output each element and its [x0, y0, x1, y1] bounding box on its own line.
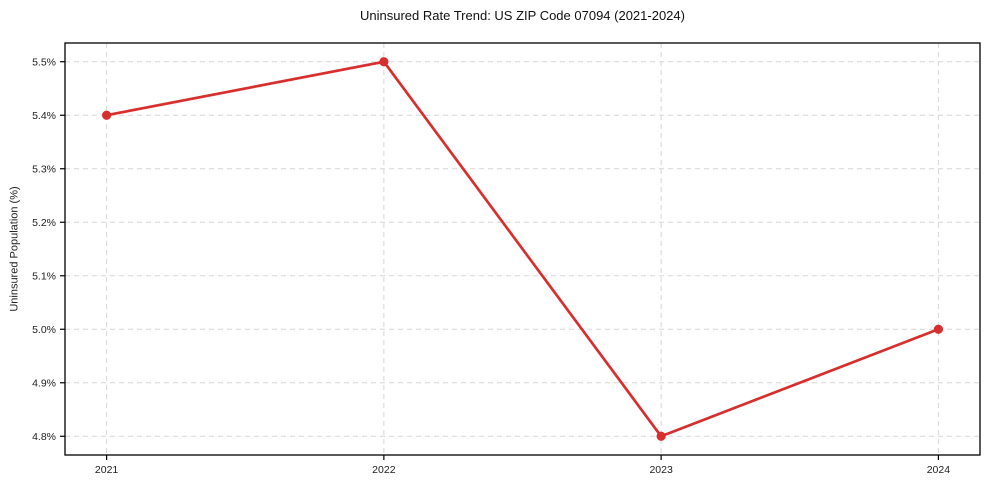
x-tick-label: 2024: [927, 464, 951, 476]
y-tick-label: 5.3%: [32, 164, 56, 176]
data-point-marker: [101, 110, 112, 120]
y-tick-label: 4.9%: [32, 378, 56, 390]
chart-title: Uninsured Rate Trend: US ZIP Code 07094 …: [360, 8, 685, 23]
y-tick-label: 4.8%: [32, 431, 56, 443]
trend-line: [105, 60, 940, 438]
y-tick-label: 5.4%: [32, 110, 56, 122]
y-tick-label: 5.5%: [32, 57, 56, 69]
data-point-marker: [656, 431, 666, 441]
x-tick-label: 2022: [372, 464, 396, 476]
data-point-marker: [933, 324, 944, 334]
x-tick-label: 2023: [649, 464, 673, 476]
y-tick-label: 5.1%: [32, 271, 56, 283]
data-point-marker: [379, 57, 389, 67]
x-tick-label: 2021: [95, 464, 119, 476]
y-tick-label: 5.0%: [32, 324, 56, 336]
y-tick-label: 5.2%: [32, 217, 56, 229]
plot-border: [64, 42, 981, 456]
